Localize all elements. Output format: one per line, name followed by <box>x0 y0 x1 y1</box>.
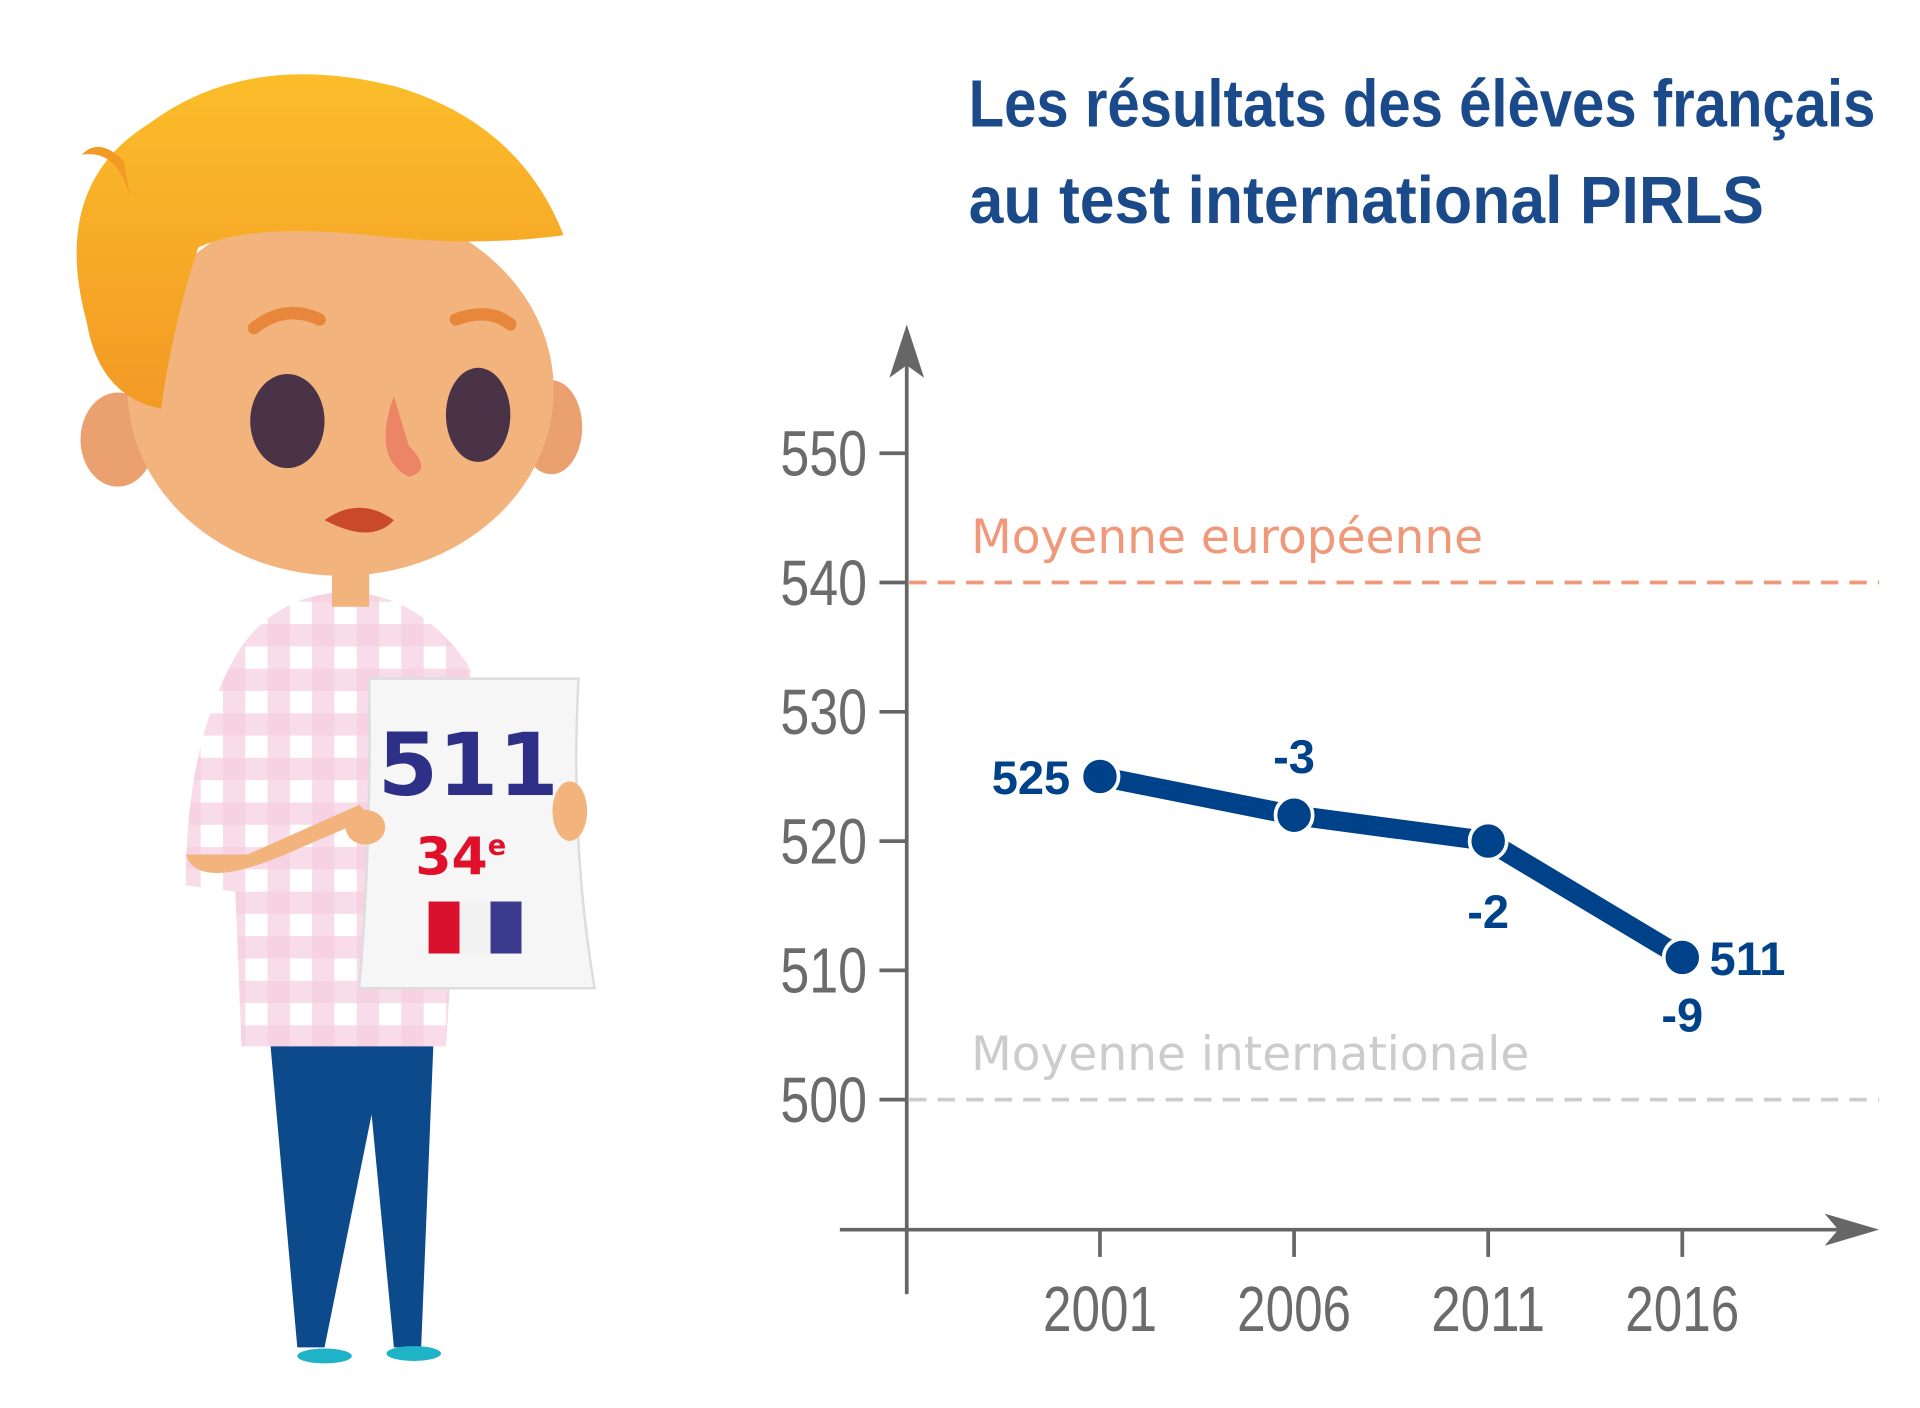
x-tick-label: 2016 <box>1625 1273 1739 1345</box>
line-chart: 550 540 530 520 510 500 2001 2006 2011 2016 Moye… <box>780 324 1880 1345</box>
arm <box>185 804 372 874</box>
eye-right <box>445 367 511 462</box>
y-tick-label: 520 <box>780 805 867 877</box>
eye-left <box>250 373 325 469</box>
data-point <box>1273 794 1315 836</box>
chart-title-line-1: Les résultats des élèves français <box>969 66 1876 141</box>
x-axis-arrow-icon <box>1824 1213 1880 1246</box>
chart-title-line-2: au test international PIRLS <box>969 163 1764 238</box>
sheet-score: 511 <box>378 716 559 816</box>
series-line-france <box>1098 766 1688 966</box>
x-tick-label: 2001 <box>1043 1273 1157 1345</box>
reference-line-label: Moyenne européenne <box>971 510 1483 565</box>
nose <box>385 396 422 477</box>
hair-tuft <box>81 146 131 199</box>
y-tick-label: 550 <box>780 418 867 490</box>
point-label: -2 <box>1467 885 1509 938</box>
y-tick-label: 500 <box>780 1064 867 1136</box>
boy-illustration: 511 34e <box>76 74 597 1364</box>
reference-line-label: Moyenne internationale <box>971 1027 1529 1082</box>
hand-right <box>552 781 588 841</box>
y-tick-label: 530 <box>780 676 867 748</box>
face <box>127 204 554 576</box>
hand-left <box>345 809 386 845</box>
y-tick-label: 540 <box>780 547 867 619</box>
eyebrow-right <box>449 308 517 331</box>
shoe-left <box>297 1348 352 1364</box>
point-label: -9 <box>1661 989 1703 1042</box>
french-flag-icon <box>428 901 522 954</box>
score-sheet: 511 34e <box>345 677 597 990</box>
sheet-rank: 34e <box>415 827 506 887</box>
y-tick-label: 510 <box>780 935 867 1007</box>
x-tick-label: 2006 <box>1237 1273 1351 1345</box>
shoe-right <box>386 1346 441 1361</box>
data-point <box>1467 820 1509 862</box>
x-tick-label: 2011 <box>1431 1273 1545 1345</box>
eyebrow-left <box>247 307 326 335</box>
data-point <box>1661 937 1703 978</box>
mouth <box>324 507 394 533</box>
data-point <box>1079 756 1121 797</box>
point-label: -3 <box>1273 730 1315 783</box>
point-label: 525 <box>992 751 1071 804</box>
jeans <box>270 1040 434 1348</box>
y-axis-arrow-icon <box>889 324 925 378</box>
hair <box>76 74 564 409</box>
end-value-label: 511 <box>1710 932 1786 985</box>
